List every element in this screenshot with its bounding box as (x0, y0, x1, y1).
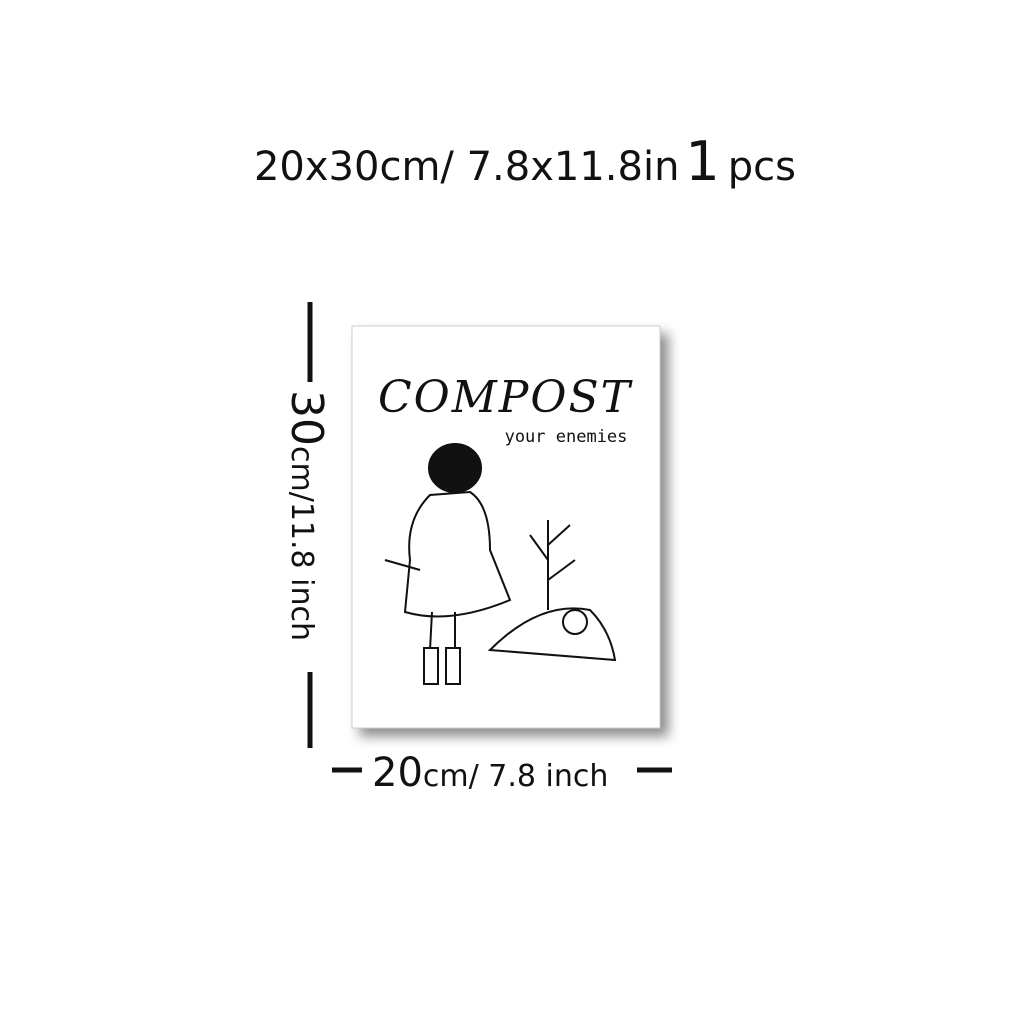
height-number: 30 (281, 390, 332, 446)
size-text: 20x30cm/ 7.8x11.8in (254, 144, 679, 190)
poster-subtitle: your enemies (505, 427, 628, 447)
illustration (384, 443, 617, 685)
size-heading: 20x30cm/ 7.8x11.8in 1 pcs (254, 130, 796, 193)
count-text: 1 (685, 130, 719, 193)
width-text: cm/ 7.8 inch (423, 759, 608, 794)
unit-text: pcs (728, 144, 796, 190)
width-label: 20cm/ 7.8 inch (372, 750, 608, 796)
height-label: 30cm/11.8 inch (281, 390, 332, 641)
height-text: cm/11.8 inch (284, 446, 319, 641)
poster (351, 325, 661, 729)
width-number: 20 (372, 750, 423, 796)
poster-title: COMPOST (378, 372, 634, 423)
